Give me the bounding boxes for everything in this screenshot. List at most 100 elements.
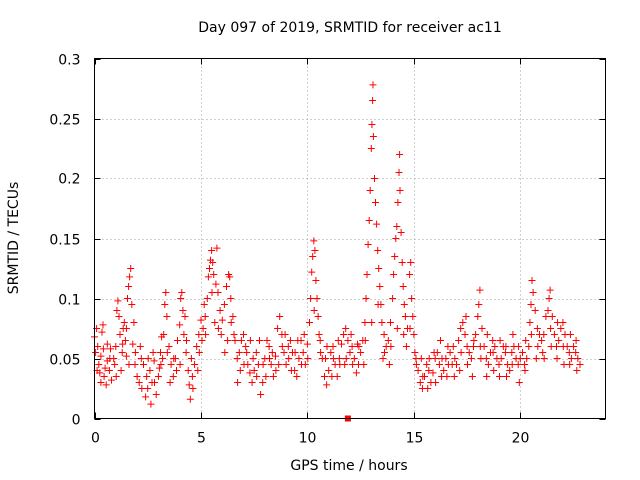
data-point [430,349,438,356]
data-point [364,241,372,248]
data-point [201,313,209,320]
data-point [303,340,311,348]
data-point [538,337,546,344]
data-point [112,343,120,350]
data-point [300,331,308,338]
data-point [550,331,558,338]
data-point [229,313,237,320]
data-point [369,97,377,104]
data-point [406,271,414,278]
data-point [250,367,258,374]
data-point [170,355,178,362]
data-point [291,349,299,356]
data-point [176,321,184,329]
data-point [521,361,529,368]
data-point [369,133,377,140]
data-point [506,367,514,374]
data-point [125,283,133,290]
data-point [366,187,374,194]
data-point [475,301,483,308]
data-point [183,337,190,344]
data-point [154,373,162,380]
data-point [323,381,331,389]
data-point [468,373,476,380]
data-point [161,301,169,308]
data-point [576,361,584,368]
data-point [573,367,581,374]
data-point [152,391,160,398]
data-point [102,381,110,389]
data-point [408,295,416,302]
data-point [211,319,219,326]
data-point [516,355,524,362]
data-point [176,361,184,368]
data-point [208,247,216,254]
data-point [523,355,531,362]
data-point [159,355,167,362]
data-point [453,361,460,368]
data-point [97,379,105,386]
data-point [570,343,578,350]
data-point [98,328,106,336]
data-point [195,349,203,356]
y-tick-label: 0.2 [58,172,80,188]
data-point [310,237,318,245]
data-point [472,331,480,338]
data-point [237,337,245,344]
data-point [199,325,207,332]
data-point [361,337,369,344]
data-point [540,355,548,362]
data-point [402,343,410,350]
data-point [547,343,555,350]
data-point [174,337,181,344]
data-point [111,361,119,368]
data-point [107,345,114,353]
data-point [363,271,371,278]
data-point [189,385,197,392]
data-point [127,265,135,272]
data-point [443,373,451,380]
data-point [179,307,187,314]
data-point [572,337,580,344]
x-axis-label: GPS time / hours [290,458,407,474]
data-point [144,355,152,362]
data-point [144,385,152,392]
data-point [233,355,241,362]
data-point [484,361,492,368]
data-point [99,345,107,353]
data-point [325,367,333,374]
data-point [407,259,415,266]
data-point [346,349,354,356]
data-point [483,373,491,380]
data-point [502,343,510,350]
data-point [227,319,235,326]
data-point [534,343,542,350]
data-point [184,367,192,374]
data-point [226,273,234,281]
data-point [150,357,158,365]
data-point [116,331,124,338]
data-point [221,349,229,356]
data-point [280,349,288,356]
data-point [307,295,315,302]
data-point [322,355,329,362]
data-point [542,313,550,320]
data-point [210,271,218,278]
data-point [572,349,580,356]
data-point [378,319,386,326]
data-point [310,307,318,314]
data-point [92,349,100,356]
data-point [446,349,454,356]
data-point [424,385,432,392]
data-point [268,349,276,356]
data-point [142,393,150,401]
data-point [243,349,251,356]
data-point [217,331,225,338]
data-point [106,355,114,362]
data-point [181,313,189,320]
data-point [503,373,510,380]
data-point [248,379,256,386]
data-point [515,343,523,350]
data-point [126,273,134,281]
data-point [235,349,243,356]
